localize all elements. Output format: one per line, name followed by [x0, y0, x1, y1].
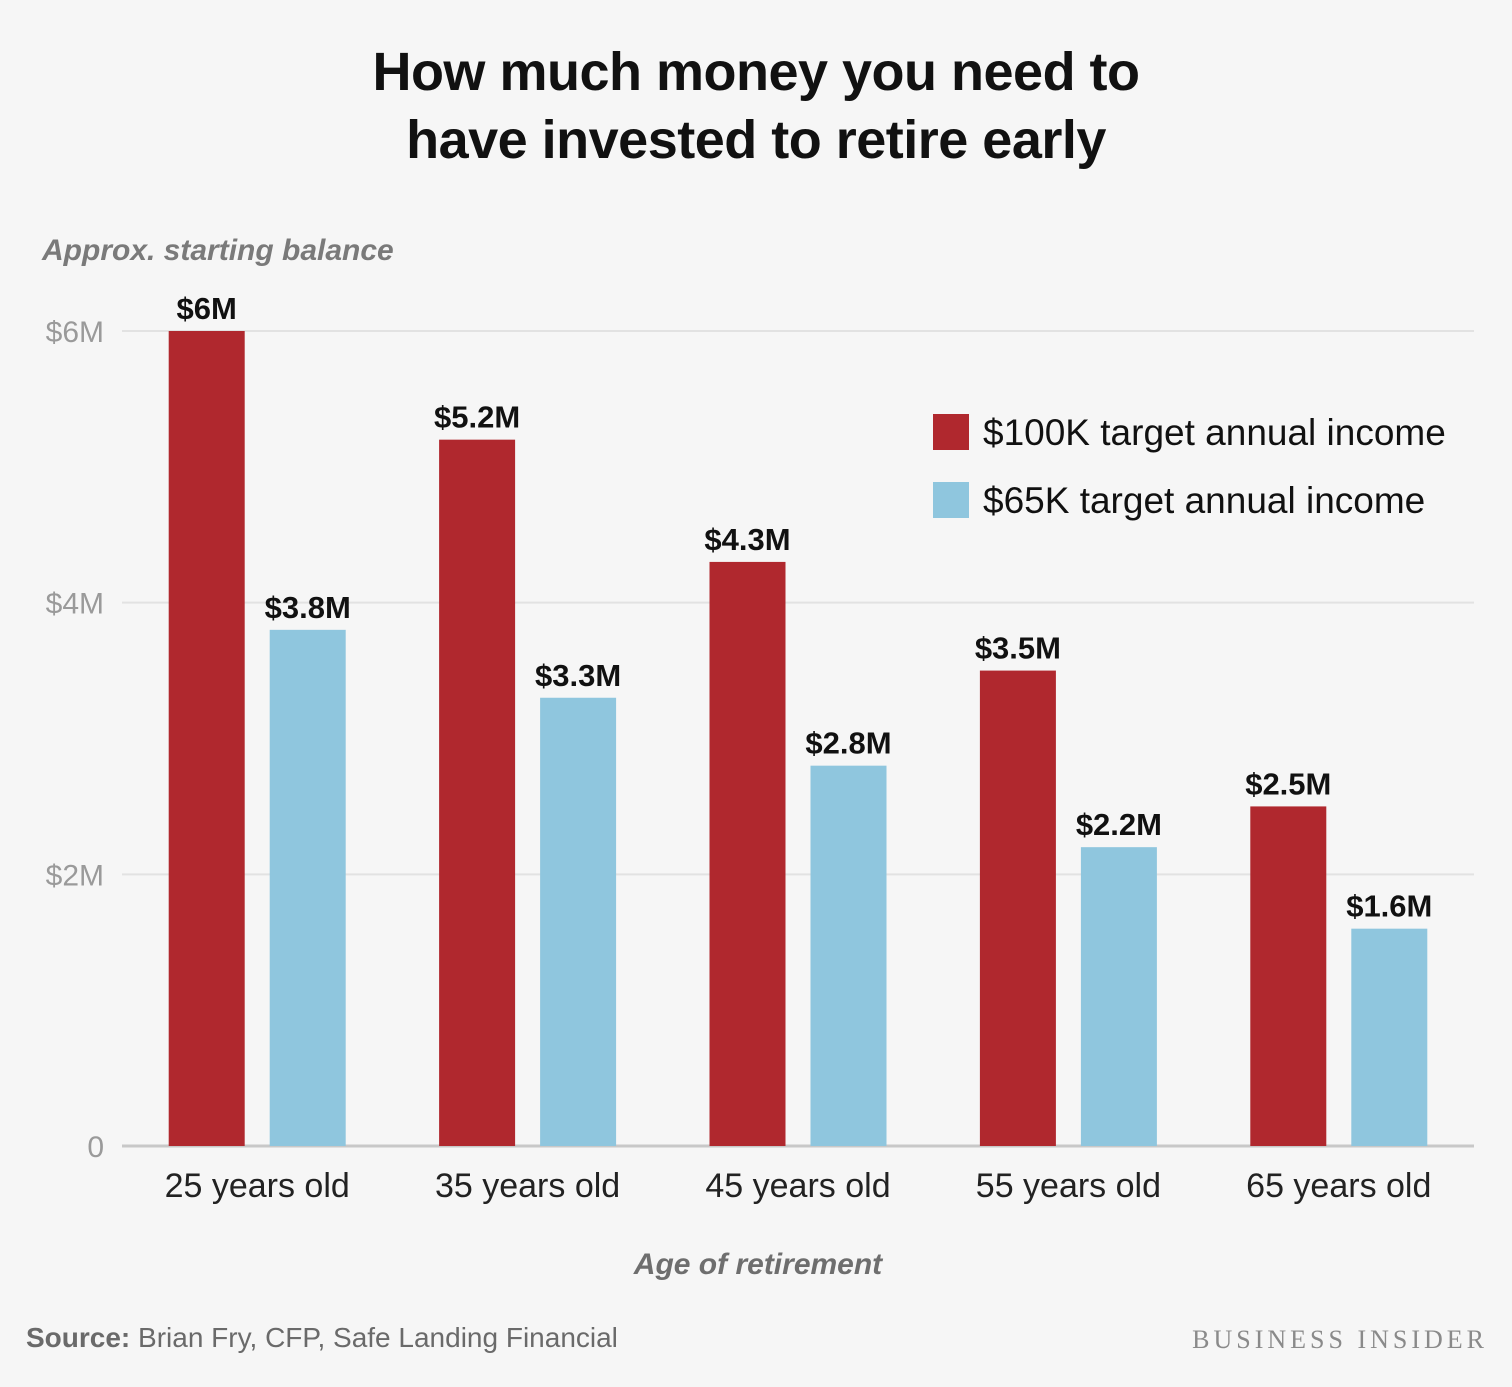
bar — [540, 697, 617, 1146]
legend-swatch — [933, 414, 969, 450]
x-axis-title: Age of retirement — [633, 1248, 884, 1281]
brand-logo: BUSINESS INSIDER — [1192, 1325, 1488, 1354]
data-label: $5.2M — [434, 400, 520, 435]
bar — [810, 765, 887, 1146]
bar — [709, 561, 786, 1146]
y-tick-label: $2M — [46, 859, 104, 892]
legend-label: $65K target annual income — [983, 480, 1425, 521]
data-label: $3.5M — [975, 631, 1061, 666]
bar — [1080, 847, 1157, 1146]
title-line-1: How much money you need to — [372, 42, 1140, 102]
bar — [979, 670, 1056, 1146]
data-label: $2.8M — [805, 726, 891, 761]
x-tick-label: 65 years old — [1246, 1167, 1431, 1205]
x-tick-label: 55 years old — [976, 1167, 1161, 1205]
x-tick-label: 45 years old — [705, 1167, 890, 1205]
data-label: $6M — [177, 291, 237, 326]
y-tick-label: $6M — [46, 316, 104, 349]
data-label: $3.8M — [265, 590, 351, 625]
bar — [1351, 928, 1428, 1146]
source-text: Brian Fry, CFP, Safe Landing Financial — [138, 1322, 618, 1353]
y-tick-label: $4M — [46, 588, 104, 621]
bar — [439, 439, 516, 1147]
bar — [1250, 806, 1327, 1146]
y-axis-title: Approx. starting balance — [41, 234, 394, 267]
data-label: $2.2M — [1076, 807, 1162, 842]
title-line-2: have invested to retire early — [406, 110, 1106, 170]
legend-swatch — [933, 482, 969, 518]
bar-chart: Approx. starting balance Age of retireme… — [41, 234, 1474, 1281]
x-tick-label: 35 years old — [435, 1167, 620, 1205]
chart-title: How much money you need to have invested… — [0, 38, 1512, 174]
y-tick-label: 0 — [87, 1131, 104, 1164]
data-label: $2.5M — [1245, 766, 1331, 801]
legend-label: $100K target annual income — [983, 412, 1446, 453]
data-label: $4.3M — [704, 522, 790, 557]
x-tick-label: 25 years old — [165, 1167, 350, 1205]
source-prefix: Source: — [26, 1322, 131, 1353]
bar — [269, 629, 346, 1146]
data-label: $1.6M — [1346, 889, 1432, 924]
source-note: Source: Brian Fry, CFP, Safe Landing Fin… — [26, 1322, 618, 1354]
data-label: $3.3M — [535, 658, 621, 693]
bar — [168, 331, 245, 1146]
